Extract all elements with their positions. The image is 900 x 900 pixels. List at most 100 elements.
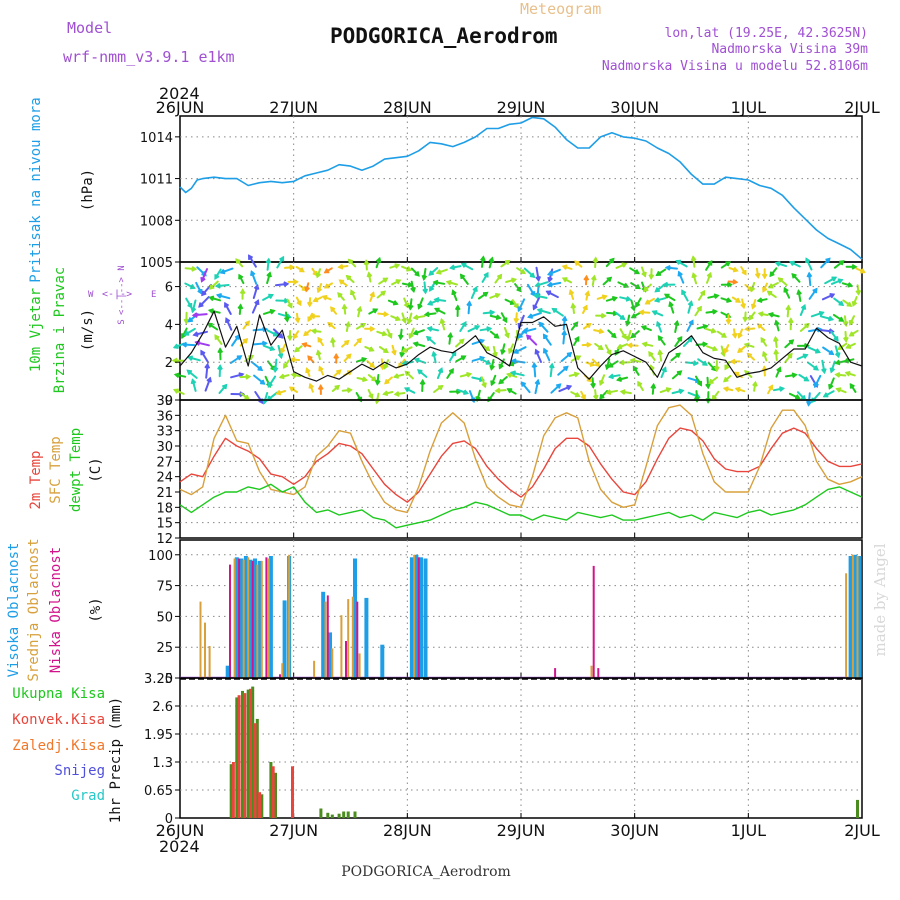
wind-barb-head [368, 393, 374, 400]
wind-barb-head [510, 358, 517, 365]
wind-barb-head [425, 335, 432, 342]
wind-barb-head [454, 304, 461, 311]
compass-w: W [88, 290, 94, 300]
wind-barb-head [600, 312, 607, 319]
legend-frozen-rain: Zaledj.Kisa [12, 738, 105, 754]
wind-barb-head [234, 334, 240, 340]
wind-barb-head [283, 316, 290, 323]
wind-barb-head [800, 304, 807, 310]
wind-barb-head [729, 358, 736, 365]
temp-unit: (C) [88, 457, 104, 482]
wind-barb [201, 283, 212, 296]
wind-barb-head [482, 291, 489, 297]
wind-barb-head [657, 335, 663, 341]
wind-barb-head [341, 303, 348, 310]
y-tick-label: 12 [156, 532, 173, 547]
wind-barb-head [767, 312, 774, 318]
wind-barb-head [460, 262, 467, 268]
wind-barb-head [725, 261, 732, 267]
wind-barb-head [345, 320, 351, 328]
total-rain-bar [326, 812, 330, 818]
wind-barb-head [399, 351, 405, 358]
y-tick-label: 100 [148, 549, 173, 564]
wind-barb-head [392, 373, 399, 379]
wind-barb-head [532, 304, 538, 311]
wind-barb-head [361, 357, 368, 363]
high-cloud-bar [423, 558, 428, 678]
wind-barb-head [356, 305, 363, 312]
wind-barb-head [828, 383, 834, 390]
wind-barb-head [345, 274, 352, 281]
bottom-time-label: 2JUL [844, 821, 880, 840]
total-rain-bar [269, 762, 273, 818]
wind-barb-head [383, 363, 389, 370]
wind-barb-head [563, 365, 569, 372]
wind-barb-head [208, 295, 215, 302]
high-cloud-bar [239, 558, 244, 678]
wind-barb-head [768, 384, 774, 390]
bottom-year: 2024 [159, 837, 200, 856]
temp-ylabel-2m: 2m Temp [28, 450, 44, 509]
wind-barb-head [756, 297, 763, 304]
wind-barb-head [172, 343, 179, 349]
wind-barb-head [573, 371, 580, 378]
wind-barb-head [512, 348, 519, 354]
wind-barb-head [711, 394, 717, 401]
wind-barb-head [536, 307, 543, 314]
wind-barb-head [546, 281, 553, 288]
wind-barb-head [688, 319, 694, 326]
station-title: PODGORICA_Aerodrom [330, 24, 558, 48]
wind-barb-head [677, 270, 683, 277]
wind-barb-head [601, 294, 608, 300]
compass-n: N [117, 265, 127, 270]
wind-barb-head [545, 290, 552, 296]
temp-dewpt-line [179, 483, 863, 529]
wind-barb-head [190, 307, 197, 314]
wind-barb [520, 381, 531, 394]
high-cloud-bar [853, 554, 858, 678]
wind-barb-head [657, 349, 664, 356]
high-cloud-bar [225, 665, 230, 678]
svg-text:<-|->: <-|-> [102, 289, 132, 300]
wind-barb-head [847, 282, 854, 288]
wind-barb-head [561, 329, 568, 336]
wind-barb-head [697, 380, 702, 387]
wind-barb [533, 362, 537, 378]
wind-barb-head [437, 367, 444, 373]
wind-barb [534, 294, 548, 299]
wind-barb [547, 268, 561, 276]
wind-barb-head [760, 336, 766, 343]
wind-barb-head [382, 277, 389, 283]
mid-cloud-bar [358, 653, 361, 678]
wind-barb-head [805, 400, 812, 407]
wind-barb [546, 290, 559, 299]
high-cloud-bar [243, 556, 248, 678]
wind-barb-head [769, 271, 775, 278]
wind-barb-head [288, 386, 295, 392]
wind-barb-head [860, 268, 866, 274]
wind-barb-head [191, 265, 198, 272]
wind-barb-head [366, 271, 373, 278]
wind-barb-head [621, 333, 627, 340]
wind-barb-head [511, 277, 518, 284]
wind-barb-head [484, 345, 491, 352]
wind-barb-head [675, 259, 682, 265]
wind-barb-head [489, 364, 496, 371]
pressure-line [179, 116, 863, 260]
wind-barb-head [292, 278, 299, 285]
wind-barb-head [407, 304, 414, 311]
wind-barb-head [248, 354, 254, 361]
wind-barb [248, 254, 257, 268]
wind-barb-head [215, 293, 222, 299]
wind-barb-head [392, 300, 399, 306]
mid-cloud-bar [247, 557, 250, 679]
wind-barb-head [439, 317, 446, 324]
wind-barb-head [744, 325, 751, 332]
wind-barb-head [783, 286, 789, 293]
wind-barb-head [779, 386, 786, 392]
wind-barb-head [356, 337, 363, 344]
wind-barb-head [391, 349, 397, 356]
wind-barb-head [235, 258, 241, 264]
temp-ylabel-dewpt: dewpt Temp [68, 428, 84, 512]
wind-barb-head [586, 341, 593, 348]
